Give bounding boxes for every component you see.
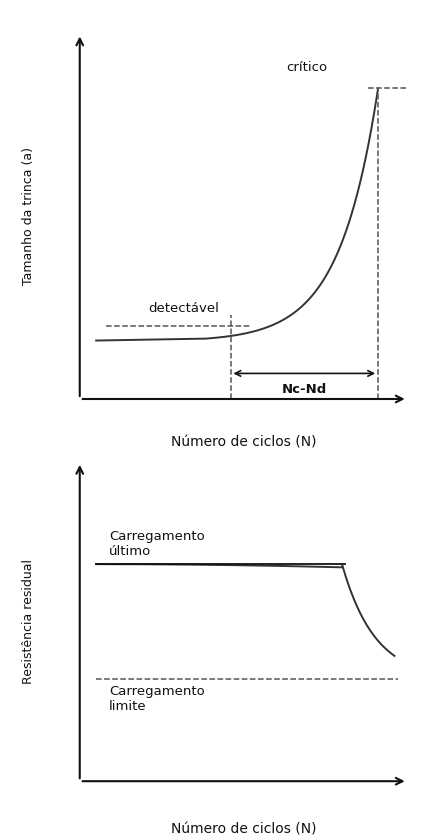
Text: Tamanho da trinca (a): Tamanho da trinca (a) [23,147,35,286]
Text: Carregamento
limite: Carregamento limite [109,685,205,713]
Text: detectável: detectável [148,302,219,315]
Text: Número de ciclos (N): Número de ciclos (N) [171,435,316,449]
Text: Resistência residual: Resistência residual [23,559,35,684]
Text: Nc-Nd: Nc-Nd [282,382,327,396]
Text: Número de ciclos (N): Número de ciclos (N) [171,822,316,837]
Text: Carregamento
último: Carregamento último [109,530,205,558]
Text: crítico: crítico [286,60,327,74]
